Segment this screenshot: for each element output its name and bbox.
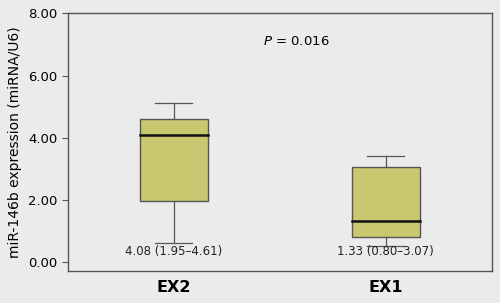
Text: $P$ = 0.016: $P$ = 0.016: [264, 35, 330, 48]
Y-axis label: miR-146b expression (miRNA/U6): miR-146b expression (miRNA/U6): [8, 27, 22, 258]
Text: 1.33 (0.80–3.07): 1.33 (0.80–3.07): [338, 245, 434, 258]
Text: 4.08 (1.95–4.61): 4.08 (1.95–4.61): [125, 245, 222, 258]
Bar: [140, 119, 207, 201]
Bar: [352, 167, 420, 237]
